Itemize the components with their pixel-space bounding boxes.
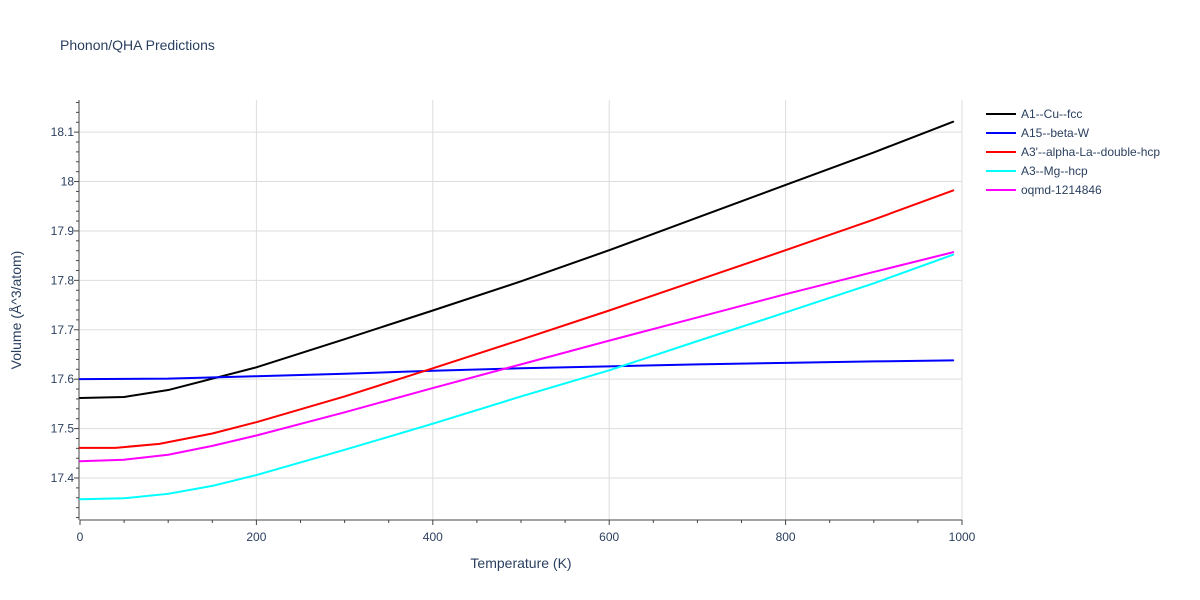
y-tick-label: 18 [61,175,75,189]
x-tick-label: 200 [246,530,266,544]
legend-label: A1--Cu--fcc [1021,107,1082,121]
y-tick-label: 17.6 [51,372,75,386]
y-axis-title: Volume (Å^3/atom) [8,251,24,370]
y-tick-label: 17.8 [51,273,75,287]
series-line-oqmd-1214846[interactable] [79,251,955,463]
y-tick-label: 17.7 [51,323,75,337]
series-line-a1-cu-fcc[interactable] [79,120,955,399]
legend-item[interactable]: oqmd-1214846 [986,183,1102,197]
x-tick-label: 600 [599,530,619,544]
y-tick-label: 18.1 [51,125,75,139]
y-tick-label: 17.5 [51,422,75,436]
legend-item[interactable]: A1--Cu--fcc [986,107,1082,121]
grid-layer [80,100,963,520]
x-tick-label: 0 [77,530,84,544]
series-line-a15-beta-w[interactable] [79,359,955,381]
x-tick-label: 800 [776,530,796,544]
series-line-a3-alpha-la-double-hcp[interactable] [79,189,955,449]
legend-label: A3'--alpha-La--double-hcp [1021,145,1160,159]
y-tick-label: 17.9 [51,224,75,238]
x-tick-label: 1000 [949,530,976,544]
legend-label: oqmd-1214846 [1021,183,1102,197]
chart-title: Phonon/QHA Predictions [60,37,215,53]
legend-item[interactable]: A3'--alpha-La--double-hcp [986,145,1160,159]
axis-layer: 0 200 400 600 800 1000 17.4 17.5 17.6 17.7 17.8 17.… [51,100,976,544]
legend-label: A3--Mg--hcp [1021,164,1088,178]
x-axis-title: Temperature (K) [470,555,571,571]
y-tick-label: 17.4 [51,471,75,485]
legend-label: A15--beta-W [1021,126,1090,140]
series-line-a3-mg-hcp[interactable] [79,253,955,501]
legend-item[interactable]: A15--beta-W [986,126,1090,140]
legend-item[interactable]: A3--Mg--hcp [986,164,1088,178]
legend: A1--Cu--fcc A15--beta-W A3'--alpha-La--dou… [986,107,1160,197]
x-tick-label: 400 [423,530,443,544]
series-layer [79,120,955,501]
